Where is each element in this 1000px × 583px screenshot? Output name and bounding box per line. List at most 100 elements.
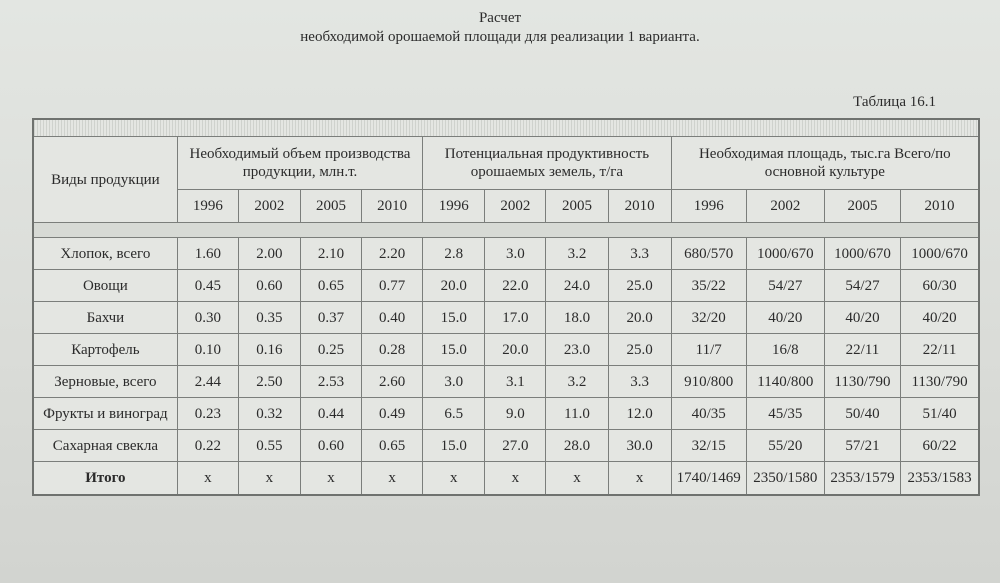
table-row: Бахчи 0.30 0.35 0.37 0.40 15.0 17.0 18.0 20.0 32/… xyxy=(32,301,980,334)
table-row: Зерновые, всего 2.44 2.50 2.53 2.60 3.0 3.1 3.2… xyxy=(32,365,980,398)
product-name: Зерновые, всего xyxy=(32,365,178,398)
year-cell: 2010 xyxy=(900,189,980,223)
table-cell: 3.0 xyxy=(422,365,486,398)
document-subtitle: необходимой орошаемой площади для реализ… xyxy=(300,29,700,45)
table-cell: 3.0 xyxy=(484,237,547,270)
table-cell: 20.0 xyxy=(607,301,672,334)
table-cell: 60/30 xyxy=(900,269,980,302)
table-cell: 23.0 xyxy=(545,333,609,366)
table-cell: 0.65 xyxy=(299,269,363,302)
table-cell: 0.25 xyxy=(299,333,363,366)
table-cell: 1140/800 xyxy=(745,365,825,398)
table-cell: 0.22 xyxy=(176,429,239,462)
table-cell: 3.3 xyxy=(607,237,672,270)
table-cell: 0.30 xyxy=(176,301,239,334)
table-cell: x xyxy=(422,461,486,496)
table-cell: 3.2 xyxy=(545,365,609,398)
table-cell: 54/27 xyxy=(745,269,825,302)
year-cell: 2002 xyxy=(484,189,547,223)
table-cell: 1740/1469 xyxy=(670,461,747,496)
table-cell: 55/20 xyxy=(745,429,825,462)
table-cell: 54/27 xyxy=(823,269,902,302)
table-cell: x xyxy=(299,461,363,496)
table-cell: 22.0 xyxy=(484,269,547,302)
table-cell: 40/20 xyxy=(900,301,980,334)
total-row: Итого x x x x x x x x 1740/1469 2350/1580 2353/1579… xyxy=(32,461,980,496)
table-cell: 2350/1580 xyxy=(745,461,825,496)
table-cell: 6.5 xyxy=(422,397,486,430)
table-cell: 0.77 xyxy=(361,269,424,302)
table-cell: 51/40 xyxy=(900,397,980,430)
table-cell: 16/8 xyxy=(745,333,825,366)
table-cell: 40/20 xyxy=(823,301,902,334)
header-productivity: Потенциальная продуктивность орошаемых з… xyxy=(422,136,672,190)
table-cell: 28.0 xyxy=(545,429,609,462)
table-cell: 2.44 xyxy=(176,365,239,398)
product-name: Бахчи xyxy=(32,301,178,334)
table-cell: x xyxy=(484,461,547,496)
table-cell: 32/15 xyxy=(670,429,747,462)
table-cell: 17.0 xyxy=(484,301,547,334)
header-row: Виды продукции Необходимый объем произво… xyxy=(32,136,980,223)
table-cell: 3.2 xyxy=(545,237,609,270)
year-cell: 2005 xyxy=(545,189,609,223)
table-cell: 910/800 xyxy=(670,365,747,398)
year-cell: 2005 xyxy=(299,189,363,223)
year-cell: 2002 xyxy=(745,189,825,223)
table-cell: 0.60 xyxy=(299,429,363,462)
table-cell: 2.00 xyxy=(237,237,301,270)
table-cell: 1130/790 xyxy=(900,365,980,398)
table-cell: x xyxy=(545,461,609,496)
table-cell: 0.40 xyxy=(361,301,424,334)
table-cell: 1000/670 xyxy=(823,237,902,270)
table-cell: 0.16 xyxy=(237,333,301,366)
table-cell: 2.10 xyxy=(299,237,363,270)
table-cell: 15.0 xyxy=(422,429,486,462)
table-cell: 15.0 xyxy=(422,301,486,334)
year-cell: 1996 xyxy=(176,189,239,223)
table-cell: 30.0 xyxy=(607,429,672,462)
table-cell: 2.53 xyxy=(299,365,363,398)
table-cell: x xyxy=(607,461,672,496)
table-cell: 32/20 xyxy=(670,301,747,334)
table-cell: 680/570 xyxy=(670,237,747,270)
table-cell: 12.0 xyxy=(607,397,672,430)
table-cell: 40/20 xyxy=(745,301,825,334)
table-cell: 1000/670 xyxy=(900,237,980,270)
table-cell: 25.0 xyxy=(607,333,672,366)
hatch-row xyxy=(32,118,980,137)
header-area: Необходимая площадь, тыс.га Всего/по осн… xyxy=(670,136,980,190)
spacer-row xyxy=(32,222,980,238)
table-cell: 0.35 xyxy=(237,301,301,334)
table-cell: 0.49 xyxy=(361,397,424,430)
table-cell: 20.0 xyxy=(422,269,486,302)
product-name: Хлопок, всего xyxy=(32,237,178,270)
table-cell: 0.45 xyxy=(176,269,239,302)
table-cell: 0.28 xyxy=(361,333,424,366)
table-row: Сахарная свекла 0.22 0.55 0.60 0.65 15.0 27.0 2… xyxy=(32,429,980,462)
product-name: Сахарная свекла xyxy=(32,429,178,462)
table-cell: 20.0 xyxy=(484,333,547,366)
table-cell: 2.8 xyxy=(422,237,486,270)
year-cell: 2002 xyxy=(237,189,301,223)
table-cell: 22/11 xyxy=(900,333,980,366)
table-row: Хлопок, всего 1.60 2.00 2.10 2.20 2.8 3.0 3.2 3.… xyxy=(32,237,980,270)
table-cell: 0.55 xyxy=(237,429,301,462)
table-cell: 18.0 xyxy=(545,301,609,334)
document-title: Расчет xyxy=(478,10,522,26)
table-cell: 1000/670 xyxy=(745,237,825,270)
header-products: Виды продукции xyxy=(32,136,178,223)
table-cell: 2.20 xyxy=(361,237,424,270)
table-cell: 0.65 xyxy=(361,429,424,462)
table-cell: 0.60 xyxy=(237,269,301,302)
table-cell: 1.60 xyxy=(176,237,239,270)
table-cell: 0.23 xyxy=(176,397,239,430)
table-cell: x xyxy=(176,461,239,496)
year-cell: 1996 xyxy=(422,189,486,223)
product-name: Итого xyxy=(32,461,178,496)
table-cell: 1130/790 xyxy=(823,365,902,398)
table-cell: 0.32 xyxy=(237,397,301,430)
table-cell: 60/22 xyxy=(900,429,980,462)
table-cell: 9.0 xyxy=(484,397,547,430)
table-cell: 40/35 xyxy=(670,397,747,430)
